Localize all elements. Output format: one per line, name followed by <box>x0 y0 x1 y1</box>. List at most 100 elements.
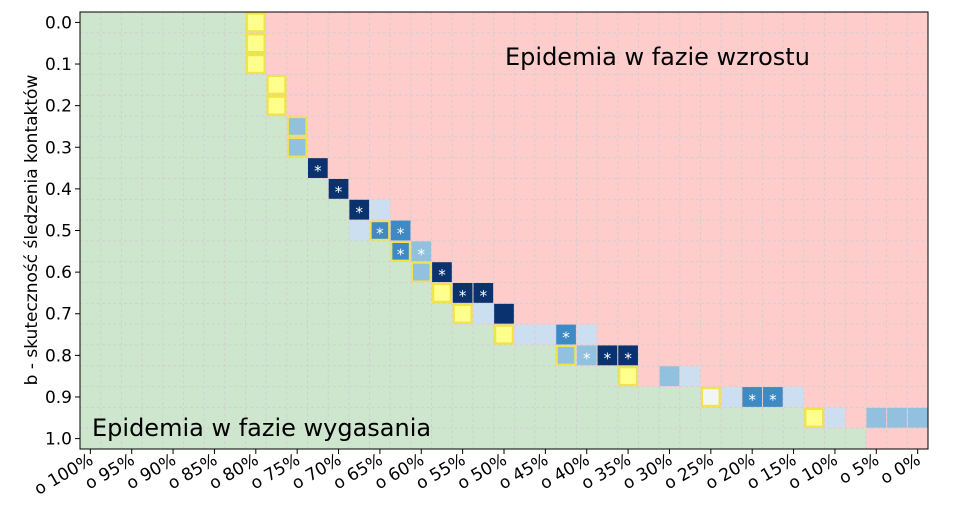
region-label-growth: Epidemia w fazie wzrostu <box>505 43 810 71</box>
heatmap-cell: * <box>308 158 328 180</box>
cell-fill <box>597 345 618 366</box>
heatmap-cell <box>700 386 721 407</box>
cell-fill <box>514 324 535 345</box>
x-tick-label: o 5% <box>836 450 883 489</box>
x-tick-label: o 0% <box>877 450 924 489</box>
heatmap-cell: * <box>349 199 370 222</box>
y-tick-label: 0.1 <box>45 55 72 75</box>
heatmap-cell <box>825 407 845 428</box>
cell-outline <box>411 262 432 283</box>
heatmap-cell: * <box>432 262 452 284</box>
y-tick-label: 0.0 <box>45 13 72 33</box>
heatmap-cell <box>576 324 597 345</box>
heatmap-cell: * <box>369 220 390 243</box>
significance-marker: * <box>438 266 446 284</box>
heatmap-cell <box>804 407 825 428</box>
phase-regions <box>80 12 928 449</box>
cell-fill <box>700 386 721 407</box>
y-tick-label: 0.9 <box>45 388 72 408</box>
heatmap-cell <box>266 74 287 95</box>
y-tick-label: 1.0 <box>45 430 72 450</box>
heatmap-cell <box>245 54 266 75</box>
cell-fill <box>556 345 576 366</box>
heatmap-cell <box>556 345 577 366</box>
x-axis-ticks: o 100%o 95%o 90%o 85%o 80%o 75%o 70%o 65… <box>31 449 924 500</box>
heatmap-cell: * <box>390 241 411 263</box>
cell-fill <box>328 178 349 199</box>
cell-fill <box>535 324 556 345</box>
heatmap-cell <box>494 324 514 345</box>
cell-fill <box>742 387 763 407</box>
cell-fill <box>266 95 287 116</box>
significance-marker: * <box>335 183 343 201</box>
y-tick-label: 0.8 <box>45 346 72 366</box>
heatmap-cell: * <box>473 283 494 305</box>
y-tick-label: 0.5 <box>45 222 72 242</box>
heatmap-cell <box>618 366 639 387</box>
cell-fill <box>370 199 390 220</box>
cell-fill <box>556 324 576 345</box>
y-tick-label: 0.6 <box>45 263 72 283</box>
significance-marker: * <box>769 391 777 409</box>
y-tick-label: 0.7 <box>45 305 72 325</box>
heatmap-cell <box>866 407 887 428</box>
cell-fill <box>866 407 887 428</box>
significance-marker: * <box>480 287 488 305</box>
cell-fill <box>576 345 597 366</box>
heatmap-cell <box>535 324 556 345</box>
significance-marker: * <box>624 349 632 367</box>
significance-marker: * <box>459 287 467 305</box>
cell-fill <box>804 407 825 428</box>
region-decay <box>80 12 928 449</box>
heatmap-cell <box>783 387 804 407</box>
significance-marker: * <box>562 329 570 347</box>
cell-fill <box>245 33 266 54</box>
cell-fill <box>349 199 370 220</box>
significance-marker: * <box>748 391 756 409</box>
heatmap-cell <box>287 137 308 158</box>
significance-marker: * <box>583 349 591 367</box>
cell-fill <box>287 116 308 137</box>
cell-fill <box>763 387 783 407</box>
heatmap-cell <box>411 262 432 283</box>
heatmap-cell <box>432 282 452 303</box>
heatmap-cell <box>659 366 680 387</box>
heatmap-cell: * <box>390 220 411 243</box>
significance-marker: * <box>314 162 322 180</box>
cell-fill <box>245 12 266 33</box>
heatmap-cells: * * * * * * * * * * * * * * * * <box>245 12 928 428</box>
cell-fill <box>432 262 452 283</box>
cell-outline <box>556 345 577 366</box>
heatmap-cell <box>287 116 308 137</box>
cell-fill <box>907 407 928 428</box>
heatmap-cell: * <box>618 345 638 367</box>
heatmap-cell: * <box>597 345 618 367</box>
cell-fill <box>452 283 473 303</box>
cell-fill <box>887 407 907 428</box>
cell-fill <box>680 366 700 387</box>
cell-fill <box>825 407 845 428</box>
heatmap-cell: * <box>328 178 349 201</box>
cell-fill <box>266 74 287 95</box>
heatmap-cell <box>245 33 266 54</box>
heatmap-cell: * <box>763 387 783 409</box>
cell-outline <box>287 116 308 137</box>
heatmap-cell: * <box>742 387 763 409</box>
heatmap-cell <box>349 220 370 241</box>
significance-marker: * <box>418 245 426 263</box>
cell-fill <box>618 366 639 387</box>
cell-fill <box>308 158 328 178</box>
y-tick-label: 0.4 <box>45 180 72 200</box>
significance-marker: * <box>376 225 384 243</box>
cell-fill <box>390 241 411 262</box>
cell-fill <box>411 241 432 262</box>
cell-outline <box>287 137 308 158</box>
cell-outline <box>369 220 390 241</box>
grid-lines <box>79 11 929 450</box>
significance-marker: * <box>604 349 612 367</box>
y-axis-label: b - skuteczność śledzenia kontaktów <box>22 75 42 386</box>
heatmap-cell <box>494 303 514 324</box>
heatmap-cell <box>907 407 928 428</box>
heatmap-cell: * <box>452 283 473 305</box>
